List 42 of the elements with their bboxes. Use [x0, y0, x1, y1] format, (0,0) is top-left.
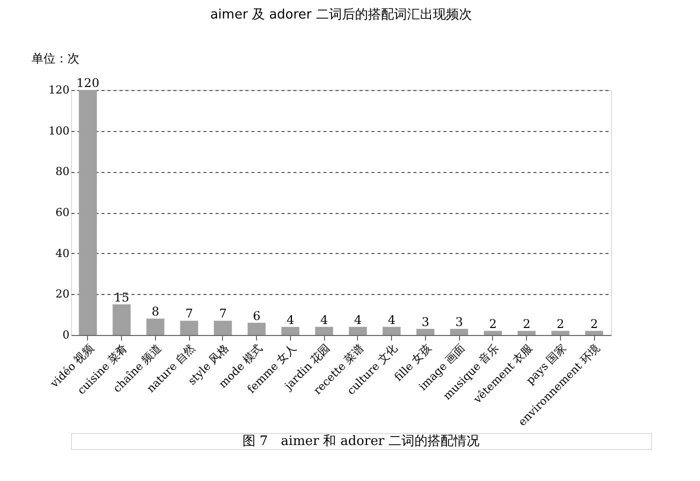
y-tick-label: 100	[48, 124, 70, 138]
bar	[112, 304, 131, 335]
bar	[450, 328, 468, 335]
bar	[180, 320, 198, 335]
data-label: 8	[152, 304, 160, 319]
y-tick-label: 120	[48, 84, 70, 96]
data-label: 15	[114, 290, 130, 304]
bar	[214, 320, 232, 335]
bar	[315, 326, 334, 335]
bar	[248, 322, 266, 335]
data-label: 4	[286, 312, 295, 327]
bar	[78, 90, 97, 335]
y-tick-label: 40	[56, 246, 70, 260]
bar	[416, 328, 434, 335]
data-label: 3	[422, 314, 430, 329]
data-label: 4	[388, 312, 396, 327]
data-label: 2	[522, 316, 530, 331]
bar	[585, 330, 604, 335]
y-tick-label: 20	[56, 288, 70, 301]
bar	[348, 326, 367, 335]
caption: 图 7 aimer 和 adorer 二词的搭配情况	[242, 434, 480, 449]
y-axis-title: 单位：次	[32, 52, 80, 66]
data-label: 7	[219, 306, 227, 321]
data-label: 2	[556, 316, 564, 331]
bar	[551, 330, 570, 335]
bar	[281, 326, 300, 335]
y-tick-label: 60	[56, 206, 70, 219]
chart-title: aimer 及 adorer 二词后的搭配词汇出现频次	[210, 8, 472, 22]
bar	[484, 330, 502, 335]
data-label: 2	[590, 316, 598, 331]
bar	[146, 318, 164, 335]
data-label: 4	[354, 312, 362, 327]
data-label: 2	[489, 316, 497, 331]
y-tick-label: 80	[56, 165, 70, 178]
y-tick-label: 0	[62, 328, 70, 342]
data-label: 7	[185, 306, 193, 321]
bar	[518, 330, 536, 335]
data-label: 120	[76, 76, 100, 90]
bar	[382, 326, 401, 335]
data-label: 6	[252, 308, 260, 323]
data-label: 4	[320, 312, 328, 327]
data-label: 3	[455, 314, 463, 329]
